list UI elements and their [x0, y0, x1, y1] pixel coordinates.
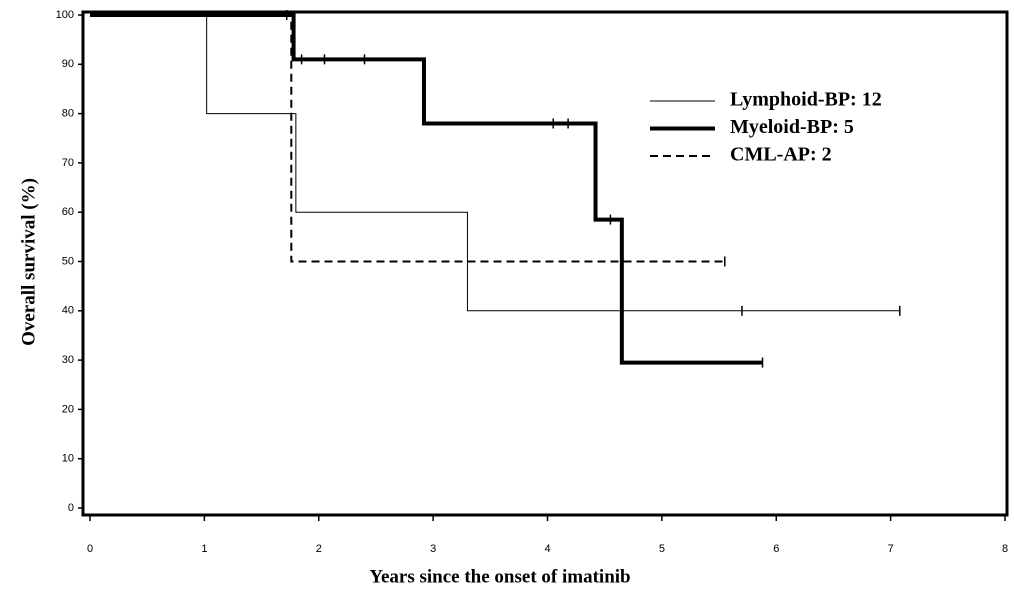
x-tick-label: 4 [544, 543, 550, 555]
x-tick-label: 7 [888, 543, 894, 555]
survival-curve [90, 14, 900, 312]
legend-label: CML-AP: 2 [730, 144, 832, 166]
y-tick-label: 50 [62, 255, 74, 267]
y-tick-label: 10 [62, 453, 74, 465]
survival-curve [90, 14, 725, 263]
plot-frame [81, 10, 1009, 517]
y-tick-label: 0 [68, 502, 74, 514]
y-tick-label: 70 [62, 157, 74, 169]
x-tick-label: 6 [773, 543, 779, 555]
x-tick-label: 1 [201, 543, 207, 555]
y-tick-label: 40 [62, 305, 74, 317]
y-tick-label: 20 [62, 403, 74, 415]
y-tick-label: 30 [62, 354, 74, 366]
y-tick-label: 80 [62, 108, 74, 120]
survival-curve [90, 13, 763, 365]
y-tick-label: 60 [62, 206, 74, 218]
x-tick-label: 3 [430, 543, 436, 555]
x-tick-label: 8 [1002, 543, 1008, 555]
x-tick-label: 2 [316, 543, 322, 555]
x-axis-label: Years since the onset of imatinib [369, 566, 630, 587]
y-tick-label: 100 [56, 9, 74, 21]
y-tick-label: 90 [62, 58, 74, 70]
x-tick-label: 5 [659, 543, 665, 555]
legend-label: Myeloid-BP: 5 [730, 116, 854, 138]
x-tick-label: 0 [87, 543, 93, 555]
legend-label: Lymphoid-BP: 12 [730, 89, 882, 111]
y-axis-label: Overall survival (%) [18, 178, 39, 346]
